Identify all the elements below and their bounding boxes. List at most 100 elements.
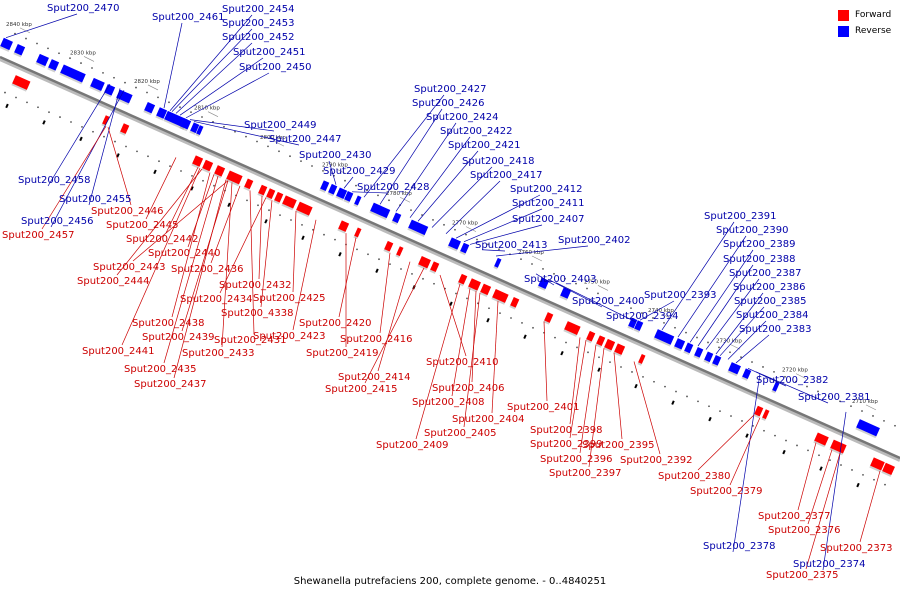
forward-gene-label: Sput200_2395 [582, 440, 655, 451]
lane-dot [355, 184, 357, 187]
forward-gene [638, 354, 646, 364]
marker [708, 416, 712, 422]
reverse-gene [448, 237, 461, 250]
reverse-gene [742, 368, 752, 380]
lane-dot [619, 302, 621, 305]
forward-gene [354, 227, 362, 238]
reverse-gene [634, 320, 644, 331]
forward-gene-label: Sput200_4338 [221, 308, 294, 319]
forward-swatch [838, 10, 849, 21]
reverse-gene [370, 202, 391, 219]
tick-label: 2840 kbp [6, 22, 32, 28]
forward-leader [121, 167, 201, 346]
forward-gene [214, 165, 226, 177]
forward-gene [468, 278, 481, 291]
lane-dot [400, 268, 402, 270]
lane-dot [597, 292, 599, 295]
lane-dot [630, 307, 632, 310]
forward-gene [870, 457, 885, 471]
reverse-leader [735, 334, 770, 364]
forward-gene [564, 321, 581, 335]
lane-dot [378, 258, 380, 261]
lane-dot [323, 233, 325, 236]
forward-gene [604, 338, 616, 351]
lane-dot [663, 321, 665, 324]
lane-dot [675, 390, 677, 393]
forward-leader [187, 174, 215, 248]
reverse-gene-label: Sput200_2400 [572, 296, 645, 307]
lane-dot [488, 307, 490, 310]
legend-forward-label: Forward [855, 10, 892, 20]
lane-dot [191, 174, 193, 177]
lane-dot [773, 370, 775, 373]
marker [153, 169, 157, 175]
lane-dot [641, 312, 643, 314]
lane-dot [631, 371, 633, 373]
forward-leader [107, 127, 132, 206]
lane-dot [498, 248, 500, 251]
lane-dot [432, 219, 434, 221]
forward-leader [451, 288, 471, 397]
lane-dot [774, 434, 776, 437]
forward-gene-label: Sput200_2373 [820, 543, 893, 554]
lane-dot [586, 287, 588, 290]
lane-dot [707, 341, 709, 344]
backbone-line [0, 55, 900, 460]
lane-dot [212, 120, 214, 123]
lane-dot [201, 116, 203, 118]
forward-gene [396, 246, 404, 257]
forward-leader [807, 449, 833, 525]
forward-gene [192, 155, 204, 167]
forward-leader [171, 172, 211, 318]
reverse-leader [171, 28, 253, 112]
reverse-gene-label: Sput200_2421 [448, 140, 521, 151]
marker [338, 252, 342, 257]
lane-dot [301, 224, 303, 226]
lane-dot [565, 341, 567, 344]
forward-gene [830, 439, 847, 454]
forward-leader [364, 267, 425, 384]
reverse-gene-label: Sput200_2447 [269, 134, 342, 145]
marker [190, 186, 194, 191]
lane-dot [795, 380, 797, 383]
lane-dot [608, 297, 610, 300]
reverse-leader [732, 373, 761, 553]
lane-dot [344, 179, 346, 182]
forward-gene [544, 312, 554, 323]
reverse-gene [654, 329, 675, 345]
forward-leader [292, 210, 297, 293]
lane-dot [179, 106, 181, 109]
tick-label: 2800 kbp [260, 135, 286, 141]
lane-dot [520, 258, 522, 261]
reverse-leader [363, 94, 445, 198]
lane-dot [92, 130, 94, 133]
reverse-gene-label: Sput200_2424 [426, 112, 499, 123]
reverse-gene [48, 59, 60, 71]
forward-gene-label: Sput200_2433 [182, 348, 255, 359]
forward-gene-label: Sput200_2440 [148, 248, 221, 259]
lane-dot [136, 150, 138, 153]
marker [634, 383, 638, 389]
reverse-gene [328, 183, 338, 195]
forward-gene [202, 159, 214, 172]
lane-dot [36, 42, 38, 45]
lane-dot [113, 76, 115, 79]
forward-gene [430, 261, 440, 273]
reverse-gene-label: Sput200_2454 [222, 4, 295, 15]
lane-dot [806, 385, 808, 388]
reverse-leader [747, 367, 787, 387]
reverse-gene [336, 187, 348, 199]
forward-gene [102, 115, 110, 126]
lane-dot [102, 71, 104, 74]
forward-leader [41, 126, 107, 230]
forward-leader [221, 182, 233, 348]
reverse-leader [169, 14, 253, 111]
legend: Forward Reverse [838, 8, 900, 40]
lane-dot [719, 410, 721, 413]
forward-leader [588, 348, 605, 468]
forward-gene-label: Sput200_2397 [549, 468, 622, 479]
reverse-gene [90, 77, 105, 91]
forward-leader [379, 252, 391, 334]
tick-mark [531, 255, 543, 262]
forward-gene [586, 330, 596, 342]
